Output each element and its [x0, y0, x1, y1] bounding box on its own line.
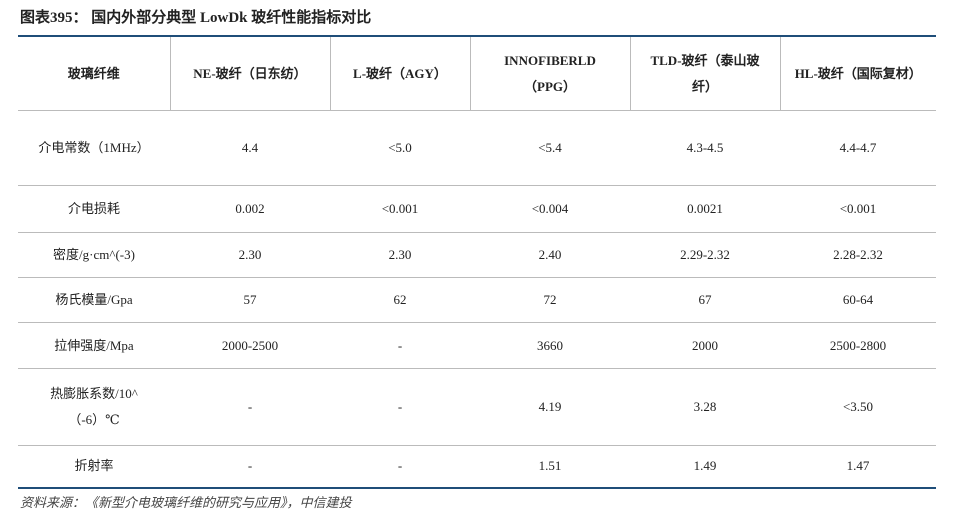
- column-header: TLD-玻纤（泰山玻纤）: [629, 36, 780, 111]
- table-row: 密度/g·cm^(-3) 2.30 2.30 2.40 2.29-2.32 2.28-2.…: [18, 232, 936, 278]
- column-header: 玻璃纤维: [18, 36, 170, 111]
- column-header: INNOFIBERLD（PPG）: [469, 36, 630, 111]
- table: 玻璃纤维 NE-玻纤（日东纺） L-玻纤（AGY） INNOFIBERLD（PPG） T…: [18, 35, 936, 489]
- table-cell: -: [247, 458, 253, 474]
- table-cell: 4.4-4.7: [780, 110, 936, 186]
- table-cell: 3.28: [630, 368, 780, 446]
- table-cell: 3660: [470, 322, 630, 369]
- column-header: HL-玻纤（国际复材）: [779, 36, 936, 111]
- table-cell: -: [397, 458, 403, 474]
- row-label: 折射率: [74, 458, 114, 474]
- table-cell: 0.0021: [630, 185, 780, 233]
- table-cell: <0.004: [470, 185, 630, 233]
- title: 图表395： 国内外部分典型 LowDk 玻纤性能指标对比: [20, 10, 372, 26]
- table-cell: <5.0: [330, 110, 470, 186]
- table-cell: 2500-2800: [780, 322, 936, 369]
- table-cell: 1.49: [693, 458, 717, 474]
- table-row: 折射率 - - 1.51 1.49 1.47: [18, 446, 936, 488]
- header-row: 玻璃纤维 NE-玻纤（日东纺） L-玻纤（AGY） INNOFIBERLD（PPG） T…: [18, 36, 936, 111]
- table-cell: 72: [470, 277, 630, 323]
- table-cell: 57: [170, 277, 330, 323]
- row-label: 拉伸强度/Mpa: [18, 322, 170, 369]
- table-row: 介电常数（1MHz） 4.4 <5.0 <5.4 4.3-4.5 4.4-4.7: [18, 110, 936, 186]
- table-row: 拉伸强度/Mpa 2000-2500-3660 2000 2500-2800: [18, 322, 936, 369]
- table-cell: 2.30: [170, 232, 330, 278]
- table-cell: 4.3-4.5: [630, 110, 780, 186]
- row-label: 杨氏模量/Gpa: [18, 277, 170, 323]
- table-cell: -: [330, 322, 470, 369]
- table-cell: 60-64: [780, 277, 936, 323]
- table-cell: 1.51: [538, 458, 562, 474]
- row-label: 密度/g·cm^(-3): [18, 232, 170, 278]
- table-cell: 2.40: [470, 232, 630, 278]
- table-cell: 4.19: [470, 368, 630, 446]
- row-label: 热膨胀系数/10^（-6）℃: [18, 368, 170, 446]
- table-cell: 0.002: [170, 185, 330, 233]
- table-cell: 2000: [630, 322, 780, 369]
- table-cell: 2.30: [330, 232, 470, 278]
- table-cell: 2.29-2.32: [630, 232, 780, 278]
- table-cell: 2000-2500: [170, 322, 330, 369]
- table-cell: <0.001: [330, 185, 470, 233]
- table-cell: 2.28-2.32: [780, 232, 936, 278]
- table-row: 杨氏模量/Gpa 57 62 72 67 60-64: [18, 277, 936, 323]
- table-row: 热膨胀系数/10^（-6）℃ - -4.19 3.28 <3.50: [18, 368, 936, 446]
- row-label: 介电损耗: [18, 185, 170, 233]
- table-cell: <0.001: [780, 185, 936, 233]
- table-cell: <3.50: [780, 368, 936, 446]
- table-cell: 4.4: [170, 110, 330, 186]
- table-cell: 1.47: [846, 458, 870, 474]
- table-cell: <5.4: [470, 110, 630, 186]
- source: 资料来源：《新型介电玻璃纤维的研究与应用》，中信建投: [20, 495, 352, 510]
- table-cell: 62: [330, 277, 470, 323]
- row-label: 介电常数（1MHz）: [18, 110, 170, 186]
- table-row: 介电损耗 0.002 <0.001 <0.004 0.0021 <0.001: [18, 185, 936, 233]
- table-cell: -: [330, 368, 470, 446]
- table-cell: -: [170, 368, 330, 446]
- table-cell: 67: [630, 277, 780, 323]
- table-body: 介电常数（1MHz） 4.4 <5.0 <5.4 4.3-4.5 4.4-4.7 介电损耗 0…: [18, 110, 936, 488]
- column-header: NE-玻纤（日东纺）: [169, 36, 330, 111]
- column-header: L-玻纤（AGY）: [329, 36, 470, 111]
